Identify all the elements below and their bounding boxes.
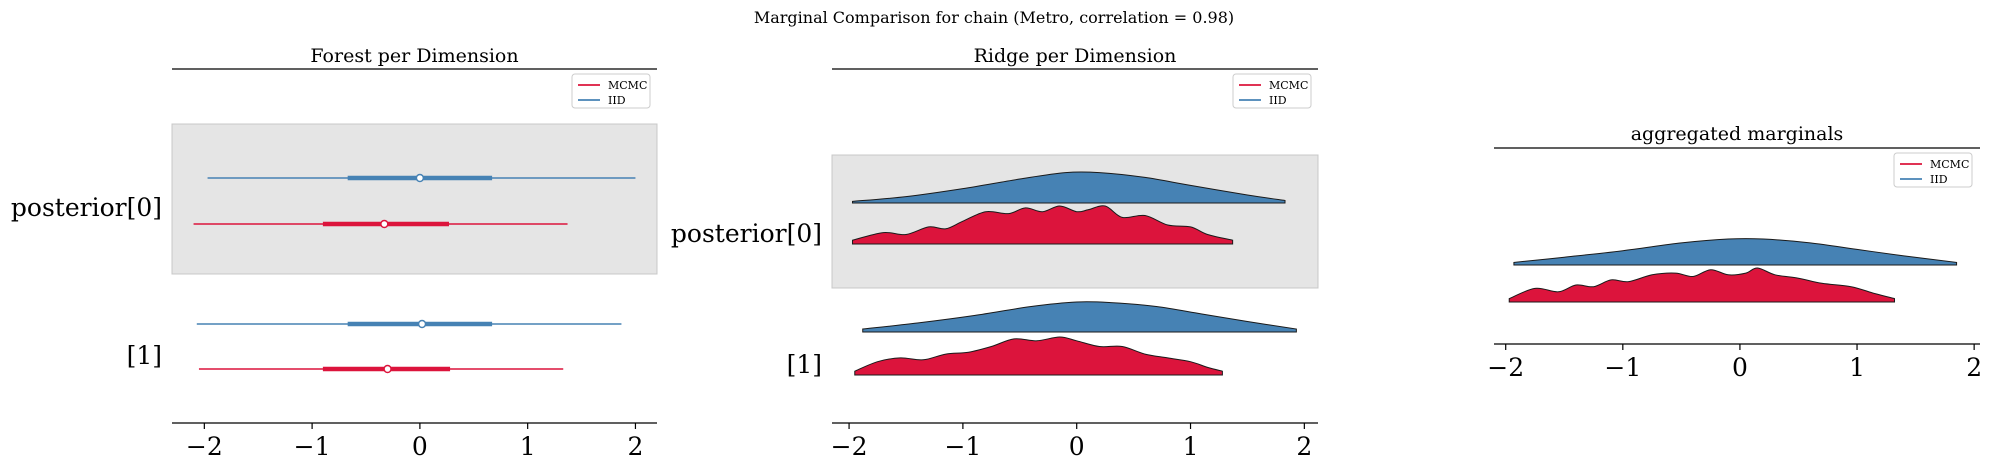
y-row-label: [1] [127,341,162,370]
panel-title: aggregated marginals [1631,123,1844,145]
legend-label-mcmc: MCMC [1269,79,1308,92]
panel-title: Ridge per Dimension [974,45,1177,67]
x-tick-label: 2 [1966,353,1982,382]
iid-density-ridge [862,301,1297,333]
legend-label-iid: IID [1269,94,1287,107]
panel-title: Forest per Dimension [310,45,518,67]
x-tick-label: 1 [1183,432,1199,461]
x-tick-label: −2 [1487,353,1524,382]
legend-label-iid: IID [608,94,626,107]
mcmc-density-ridge [851,205,1234,245]
x-tick-label: −1 [1604,353,1641,382]
mcmc-median-point [383,364,392,374]
panel-2: Ridge per Dimension −2 −1 0 1 2 posterior[0] [1… [671,45,1319,461]
figure-suptitle: Marginal Comparison for chain (Metro, co… [754,8,1234,27]
x-tick-label: 2 [1296,432,1312,461]
panel-1: Forest per Dimension −2 −1 0 1 2 posterior[0] [… [11,45,658,461]
x-tick-label: −2 [831,432,868,461]
iid-density-ridge [851,171,1286,204]
mcmc-median-point [380,219,389,229]
x-tick-label: −2 [186,432,223,461]
row-band-0 [171,123,658,275]
iid-density-ridge [1513,238,1958,266]
iid-median-point [415,173,425,183]
x-tick-label: 0 [412,432,428,461]
x-tick-label: −1 [944,432,981,461]
x-tick-label: 1 [1849,353,1865,382]
legend-label-iid: IID [1930,173,1948,186]
y-row-label: posterior[0] [11,193,162,222]
legend-label-mcmc: MCMC [1930,158,1969,171]
mcmc-density-ridge [854,336,1223,376]
y-row-label: posterior[0] [671,219,822,248]
panel-3: aggregated marginals −2 −1 0 1 2 MCMC IID [1487,123,1982,382]
x-tick-label: 0 [1069,432,1085,461]
y-row-label: [1] [787,350,822,379]
legend-label-mcmc: MCMC [608,79,647,92]
x-tick-label: 2 [627,432,643,461]
iid-median-point [417,319,427,329]
mcmc-density-ridge [1508,267,1896,303]
x-tick-label: 1 [520,432,536,461]
x-tick-label: −1 [294,432,331,461]
x-tick-label: 0 [1732,353,1748,382]
